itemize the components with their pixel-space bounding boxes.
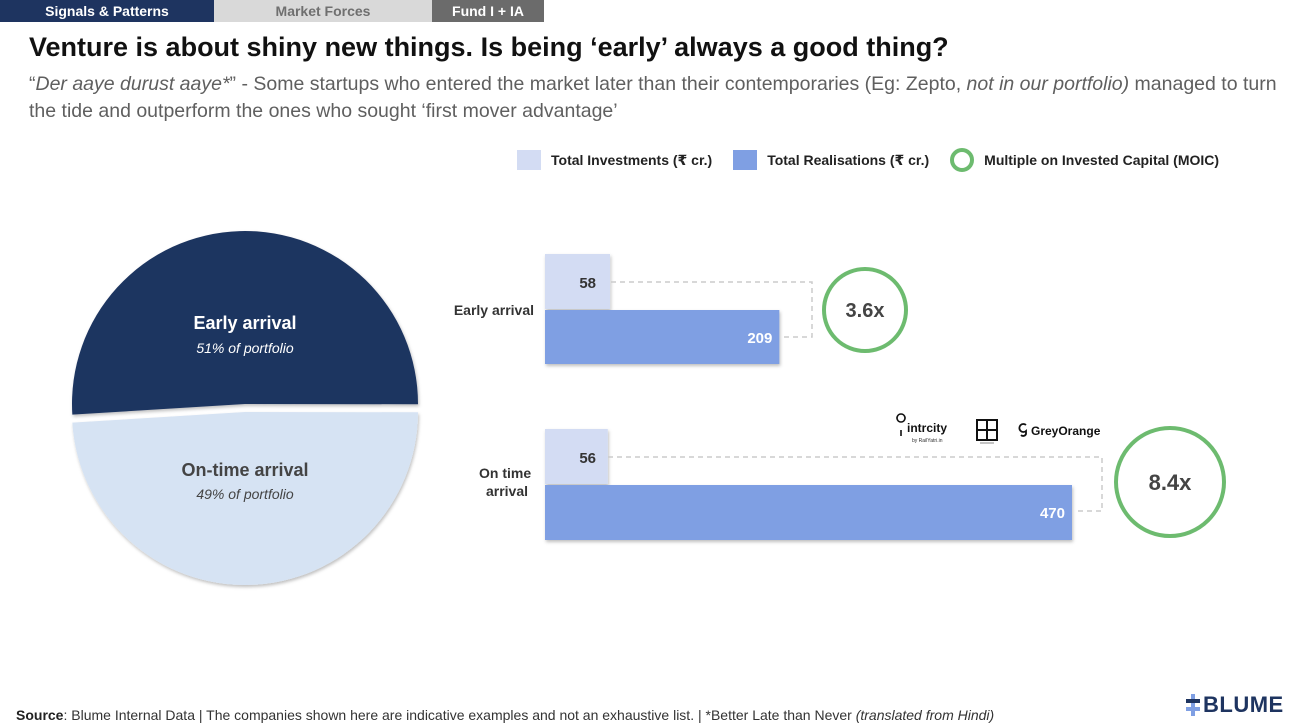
source-note: Source: Blume Internal Data | The compan… [16, 707, 994, 723]
intrcity-logo-subtext: by RailYatri.in [912, 438, 943, 444]
intrcity-pin-icon [896, 413, 906, 436]
subtitle-quote: Der aaye durust aaye* [35, 73, 230, 95]
bar-category-ontime-line1: On time [479, 465, 531, 481]
subtitle-quote-open: “ [29, 73, 36, 95]
pie-slice-ontime [72, 412, 418, 585]
pie-sublabel-ontime: 49% of portfolio [196, 486, 293, 502]
chart-legend: Total Investments (₹ cr.) Total Realisat… [517, 148, 1240, 172]
bar-value-realisation-early: 209 [747, 330, 772, 347]
tab-fund[interactable]: Fund I + IA [432, 0, 544, 22]
moic-circle-ontime [1114, 426, 1226, 538]
pie-sublabel-early: 51% of portfolio [196, 340, 293, 356]
legend-moic: Multiple on Invested Capital (MOIC) [950, 148, 1219, 172]
legend-realisations-swatch [733, 150, 758, 170]
legend-moic-label: Multiple on Invested Capital (MOIC) [984, 152, 1220, 168]
legend-moic-swatch [950, 148, 975, 172]
source-note-italic: (translated from Hindi) [855, 707, 995, 723]
subtitle-quote-close: ” - Some startups who entered the market… [229, 73, 967, 95]
bar-value-investment-ontime: 56 [579, 450, 596, 467]
subtitle-rest: managed to turn the tide and outperform … [29, 73, 1277, 122]
moic-label-ontime: 8.4x [1149, 470, 1193, 495]
moic-label-early: 3.6x [846, 300, 885, 322]
bar-investment-ontime [545, 429, 608, 484]
pie-label-ontime: On-time arrival [181, 460, 308, 480]
blume-mark-icon [1186, 694, 1200, 716]
pie-label-early: Early arrival [193, 313, 296, 333]
bar-value-realisation-ontime: 470 [1040, 505, 1065, 522]
connector-ontime [608, 456, 1103, 512]
legend-investments-label: Total Investments (₹ cr.) [551, 151, 713, 168]
legend-investments-swatch [517, 150, 541, 170]
bar-realisation-ontime [545, 485, 1072, 540]
bar-realisation-early [545, 310, 780, 364]
legend-realisations: Total Realisations (₹ cr.) [733, 150, 929, 170]
subtitle-note: not in our portfolio) [966, 73, 1130, 95]
page-subtitle: “Der aaye durust aaye*” - Some startups … [29, 71, 1279, 125]
blume-logo: BLUME [1185, 692, 1284, 718]
moic-circle-early [822, 267, 908, 353]
bar-category-early: Early arrival [454, 302, 534, 318]
connector-early [611, 281, 813, 338]
pie-slice-early [72, 230, 419, 415]
intrcity-logo: intrcity by RailYatri.in [896, 413, 947, 444]
greyorange-logo-text: GreyOrange [1031, 424, 1101, 438]
legend-investments: Total Investments (₹ cr.) [517, 150, 712, 170]
blume-logo-text: BLUME [1203, 692, 1284, 717]
source-text: : Blume Internal Data | The companies sh… [63, 707, 856, 723]
bar-category-ontime-line2: arrival [486, 483, 528, 499]
legend-realisations-label: Total Realisations (₹ cr.) [767, 151, 930, 168]
intrcity-logo-text: intrcity [907, 421, 947, 435]
grid-logo-icon [976, 419, 998, 444]
bar-category-ontime: On time arrival [479, 465, 535, 499]
bar-investment-early [545, 254, 611, 309]
source-label: Source [16, 707, 64, 723]
top-tabs: Signals & Patterns Market Forces Fund I … [0, 0, 544, 22]
greyorange-logo: GreyOrange [1018, 423, 1101, 438]
greyorange-g-icon [1018, 423, 1027, 437]
page-title: Venture is about shiny new things. Is be… [29, 32, 949, 62]
bar-value-investment-early: 58 [579, 275, 596, 292]
tab-market-forces[interactable]: Market Forces [214, 0, 432, 22]
tab-signals-patterns[interactable]: Signals & Patterns [0, 0, 214, 22]
